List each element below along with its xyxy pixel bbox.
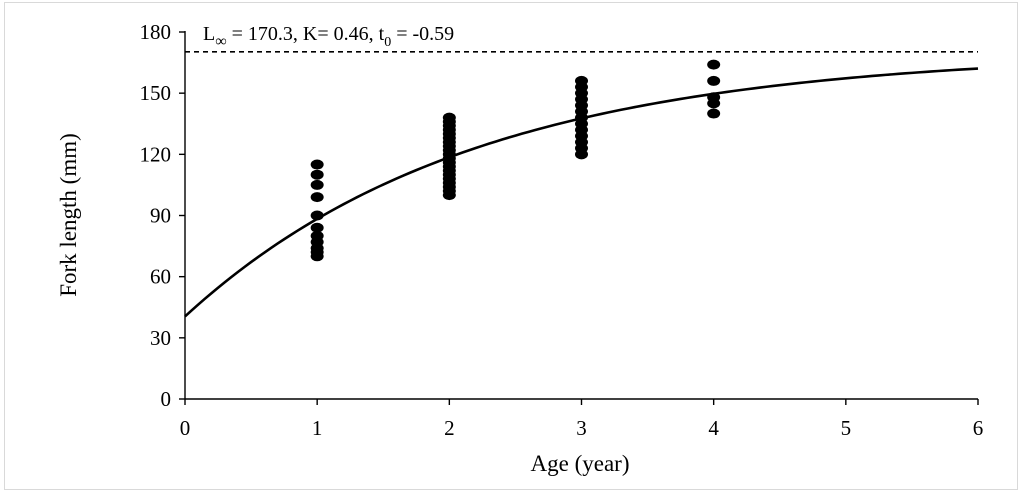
y-tick-label-90: 90 [150,204,171,228]
x-tick-label-0: 0 [180,416,191,440]
data-point-48 [707,59,721,70]
x-tick-label-5: 5 [841,416,852,440]
data-point-46 [707,92,721,103]
data-point-43 [575,75,588,86]
data-point-4 [310,230,324,241]
chart-frame [4,2,1018,490]
data-point-7 [310,192,324,203]
y-axis-title: Fork length (mm) [56,133,81,297]
y-tick-label-150: 150 [140,81,172,105]
data-point-10 [310,159,324,170]
y-tick-label-0: 0 [161,387,172,411]
y-tick-label-180: 180 [140,20,172,44]
y-tick-label-30: 30 [150,326,171,350]
x-axis-title: Age (year) [531,451,630,476]
data-point-6 [310,210,324,221]
data-point-30 [442,112,456,123]
data-point-44 [707,108,721,119]
x-tick-label-2: 2 [444,416,455,440]
axes-layer: 0 30 60 90 120 150 180 0 1 2 3 4 5 6 [140,20,984,440]
data-point-8 [310,179,324,190]
data-point-47 [707,75,721,86]
y-tick-label-60: 60 [150,265,171,289]
x-tick-label-4: 4 [708,416,719,440]
points-layer [310,59,721,262]
y-tick-label-120: 120 [140,142,172,166]
data-point-9 [310,169,324,180]
data-point-5 [310,222,324,233]
x-tick-label-6: 6 [973,416,984,440]
x-tick-label-3: 3 [576,416,587,440]
annotation-text: L∞ = 170.3, K= 0.46, t0 = -0.59 [203,23,454,50]
x-tick-label-1: 1 [312,416,323,440]
